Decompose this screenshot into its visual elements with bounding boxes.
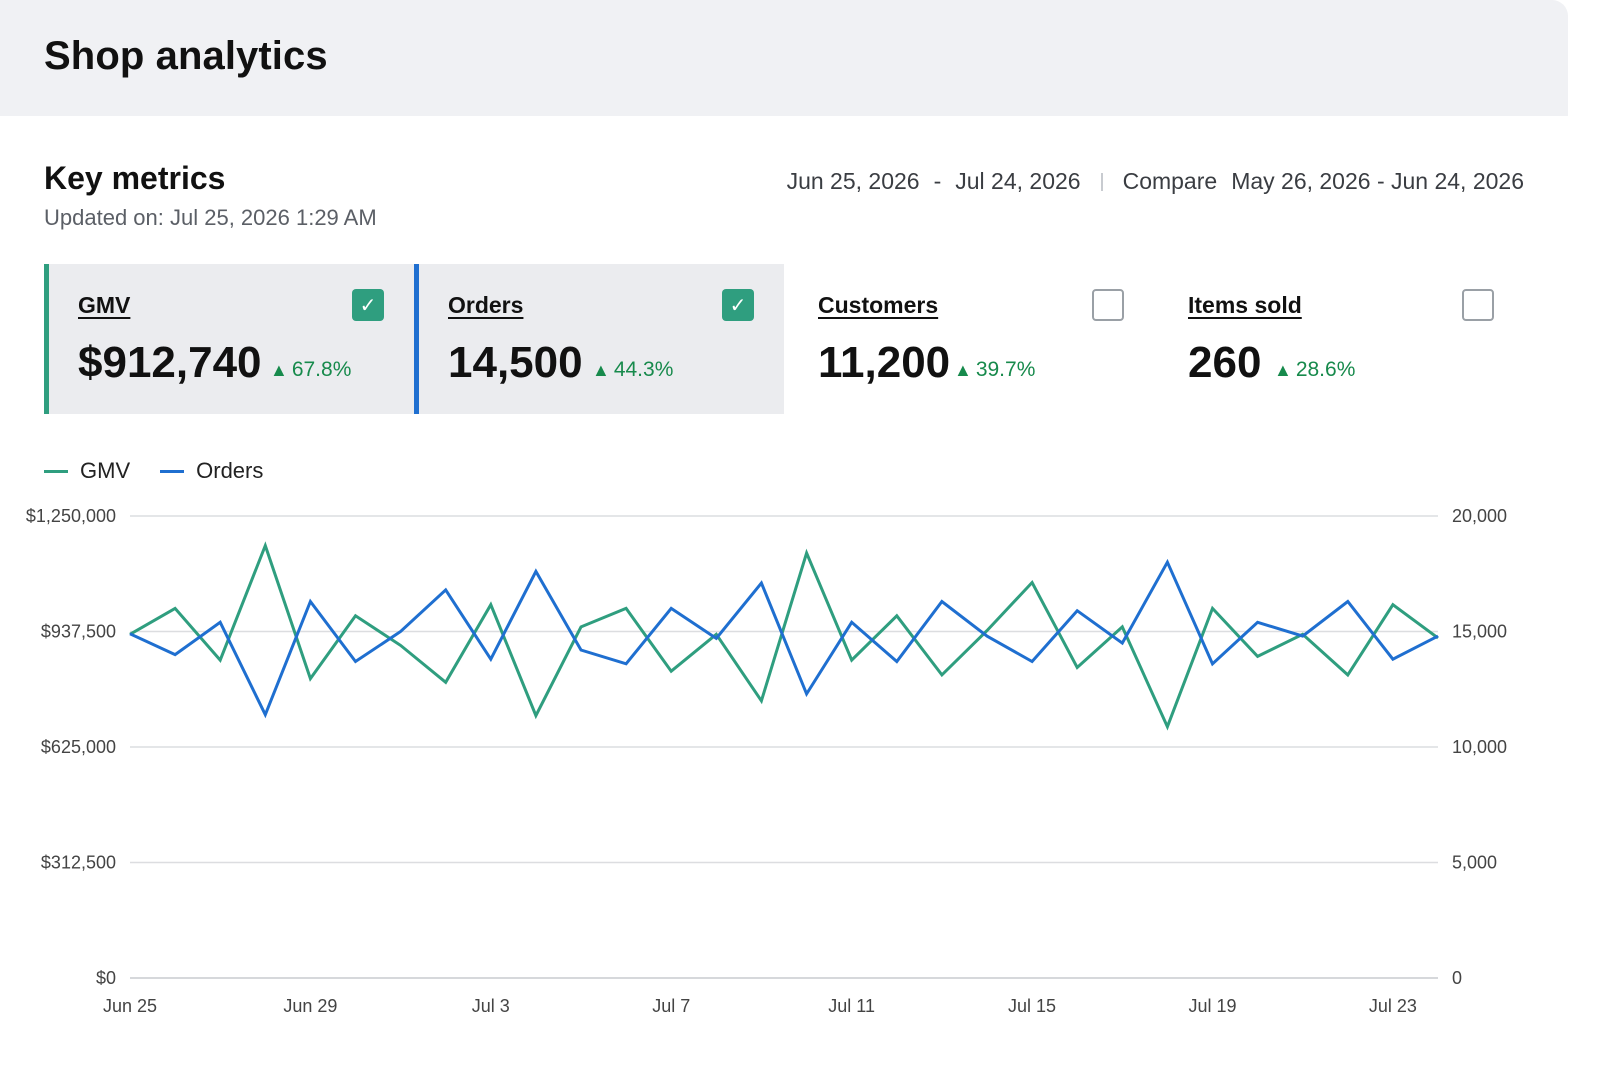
series-line-gmv [129, 541, 1439, 731]
metric-delta-value: 67.8% [291, 358, 352, 381]
triangle-up-icon: ▲ [1274, 360, 1292, 380]
x-tick-label: Jul 19 [1188, 996, 1236, 1016]
y-right-tick-label: 0 [1452, 968, 1462, 988]
x-tick-label: Jul 15 [1008, 996, 1056, 1016]
metric-delta: ▲ 39.7% [954, 358, 1035, 382]
metric-name[interactable]: Customers [818, 292, 939, 318]
y-right-tick-label: 10,000 [1452, 737, 1507, 757]
date-range-picker[interactable]: Jun 25, 2026 - Jul 24, 2026 Compare May … [787, 168, 1524, 195]
triangle-up-icon: ▲ [270, 360, 288, 380]
legend-item-orders[interactable]: Orders [160, 458, 263, 484]
compare-range[interactable]: May 26, 2026 - Jun 24, 2026 [1231, 168, 1524, 194]
check-icon: ✓ [359, 294, 377, 317]
metric-delta-value: 39.7% [975, 358, 1036, 381]
y-left-tick-label: $937,500 [41, 622, 116, 642]
chart-legend: GMV Orders [44, 458, 293, 484]
legend-swatch [44, 469, 68, 473]
metric-value: 14,500 [448, 338, 583, 387]
y-right-tick-label: 15,000 [1452, 622, 1507, 642]
x-tick-label: Jul 23 [1369, 996, 1417, 1016]
metric-checkbox[interactable]: ✓ [352, 289, 384, 321]
y-left-tick-label: $1,250,000 [26, 506, 116, 526]
legend-label: Orders [196, 458, 264, 483]
date-range-separator: - [933, 168, 942, 194]
x-tick-label: Jul 11 [828, 996, 875, 1016]
legend-label: GMV [80, 458, 131, 483]
metric-checkbox[interactable]: ✓ [722, 289, 754, 321]
metric-name[interactable]: Orders [448, 292, 524, 318]
page-title: Shop analytics [44, 34, 328, 78]
x-tick-label: Jul 7 [652, 996, 690, 1016]
triangle-up-icon: ▲ [954, 360, 972, 380]
metric-delta: ▲ 67.8% [270, 358, 351, 382]
date-divider [1100, 172, 1103, 191]
metric-checkbox[interactable] [1462, 289, 1494, 321]
metric-cards: GMV ✓ $912,740 ▲ 67.8% Orders ✓ 14,500 ▲ 4… [44, 264, 1524, 414]
date-range-start[interactable]: Jun 25, 2026 [786, 168, 920, 194]
x-tick-label: Jul 3 [472, 996, 510, 1016]
metric-delta: ▲ 44.3% [592, 358, 673, 382]
y-left-tick-label: $0 [96, 968, 116, 988]
metric-delta-value: 28.6% [1295, 358, 1356, 381]
legend-item-gmv[interactable]: GMV [44, 458, 130, 484]
metric-delta: ▲ 28.6% [1274, 358, 1355, 382]
updated-timestamp: Updated on: Jul 25, 2026 1:29 AM [44, 205, 377, 231]
metric-card-customers[interactable]: Customers 11,200 ▲ 39.7% [784, 264, 1154, 414]
metric-checkbox[interactable] [1092, 289, 1124, 321]
metric-value: $912,740 [78, 338, 262, 387]
metric-card-gmv[interactable]: GMV ✓ $912,740 ▲ 67.8% [44, 264, 414, 414]
metric-delta-value: 44.3% [613, 358, 674, 381]
analytics-page: Shop analytics Key metrics Updated on: J… [0, 0, 1568, 1016]
triangle-up-icon: ▲ [592, 360, 610, 380]
section-title: Key metrics [44, 160, 226, 196]
compare-label: Compare [1122, 168, 1218, 194]
metric-value: 11,200 [818, 338, 951, 387]
metric-name[interactable]: GMV [78, 292, 131, 318]
metric-card-orders[interactable]: Orders ✓ 14,500 ▲ 44.3% [414, 264, 784, 414]
metric-value: 260 [1188, 338, 1262, 387]
y-left-tick-label: $625,000 [41, 737, 116, 757]
x-tick-label: Jun 29 [283, 996, 337, 1016]
legend-swatch [160, 469, 185, 473]
line-chart: $0 $312,500 $625,000 $937,500 $1,250,000 0 5,0… [26, 506, 1507, 1016]
date-range-end[interactable]: Jul 24, 2026 [955, 168, 1081, 194]
y-right-tick-label: 5,000 [1452, 853, 1497, 873]
updated-label: Updated on: [44, 205, 170, 230]
y-right-tick-label: 20,000 [1452, 506, 1507, 526]
top-bar: Shop analytics [0, 0, 1568, 116]
card-accent-bar [414, 264, 419, 414]
x-tick-label: Jun 25 [103, 996, 157, 1016]
check-icon: ✓ [729, 294, 747, 317]
y-left-tick-label: $312,500 [41, 853, 116, 873]
metric-name[interactable]: Items sold [1188, 292, 1302, 318]
metric-card-items-sold[interactable]: Items sold 260 ▲ 28.6% [1154, 264, 1524, 414]
updated-value: Jul 25, 2026 1:29 AM [169, 205, 377, 230]
card-accent-bar [44, 264, 49, 414]
series-line-orders [129, 558, 1439, 719]
